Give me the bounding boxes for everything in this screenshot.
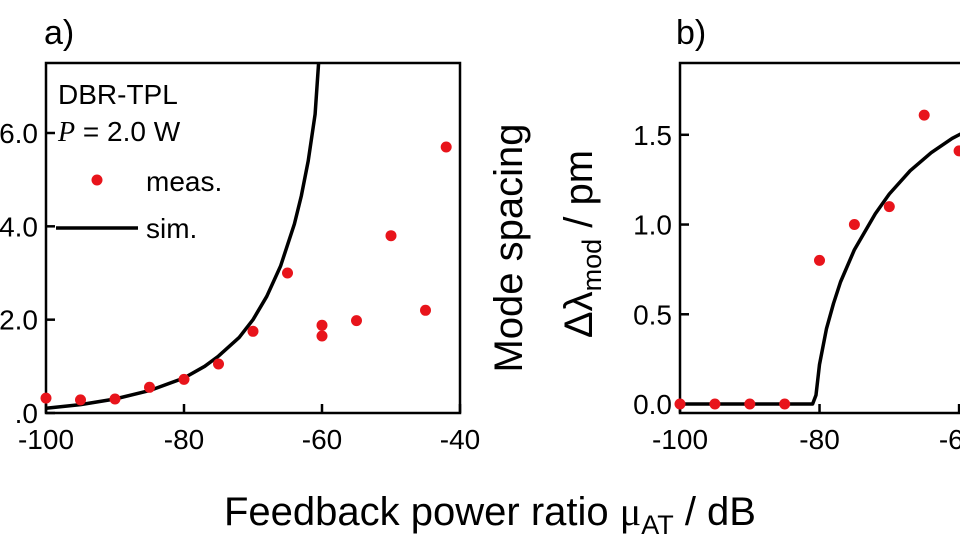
panel-a-x-ticks: -100 -80 -60 -40 (18, 404, 480, 455)
y-tick-label: 4.0 (0, 211, 38, 242)
panel-a-sim-series (46, 63, 321, 411)
at-subscript: AT (641, 510, 674, 540)
y-tick-label: 1.0 (633, 210, 672, 241)
panel-b-y-ticks: 0.0 0.5 1.0 1.5 (633, 120, 689, 420)
x-tick-label: -40 (440, 424, 480, 455)
meas-point (109, 393, 121, 405)
panel-a-label: a) (44, 14, 74, 52)
y-tick-label: 2.0 (0, 305, 38, 336)
meas-point (440, 141, 452, 153)
sim-curve (680, 132, 960, 406)
panel-b-meas-series (674, 109, 960, 410)
meas-point (316, 319, 328, 331)
panel-a-y-ticks: .0 2.0 4.0 6.0 (0, 118, 55, 429)
meas-point (316, 330, 328, 342)
y-tick-label: 0.5 (633, 299, 672, 330)
meas-point (247, 325, 259, 337)
meas-point (385, 230, 397, 242)
shared-x-axis-title: Feedback power ratio μAT / dB (224, 489, 756, 540)
y-tick-label: 0.0 (633, 389, 672, 420)
panel-b-plot-frame (678, 61, 960, 415)
meas-point (144, 381, 155, 393)
legend-power-symbol: P (57, 117, 75, 148)
meas-point (40, 392, 52, 404)
meas-point (420, 304, 431, 316)
meas-point (674, 398, 686, 410)
x-tick-label: -60 (939, 424, 960, 455)
meas-point (709, 398, 721, 410)
panel-b: b) -100 -80 -60 0.0 0.5 1.0 1.5 (633, 14, 960, 455)
sim-curve (46, 63, 321, 411)
legend-meas-marker (91, 174, 103, 186)
delta-lambda-symbol: Δλ (557, 291, 601, 338)
panel-b-label: b) (676, 14, 706, 52)
y-tick-label: .0 (15, 398, 38, 429)
meas-point (351, 315, 362, 327)
x-tick-label: -60 (302, 424, 342, 455)
meas-point (814, 254, 825, 266)
panel-b-sim-series (680, 132, 960, 406)
meas-point (75, 394, 86, 406)
panel-a-meas-series (40, 141, 452, 406)
x-tick-label: -80 (799, 424, 839, 455)
x-tick-label: -100 (18, 424, 74, 455)
pm-unit: / pm (557, 150, 601, 239)
meas-point (744, 398, 756, 410)
meas-point (282, 267, 293, 279)
y-tick-label: 6.0 (0, 118, 38, 149)
panel-b-y-axis-title-main: Mode spacing (487, 123, 531, 372)
meas-point (848, 219, 860, 230)
panel-b-y-axis-title-symbol: Δλmod / pm (557, 150, 607, 338)
panel-a-plot-frame (44, 61, 462, 415)
x-axis-title-text: Feedback power ratio (224, 490, 620, 534)
x-tick-label: -80 (164, 424, 204, 455)
meas-point (953, 145, 960, 157)
mu-symbol: μ (620, 489, 641, 534)
mod-subscript: mod (577, 239, 607, 292)
meas-point (779, 398, 791, 410)
legend-sim-label: sim. (146, 213, 197, 244)
legend-power-value: = 2.0 W (75, 116, 181, 147)
meas-point (213, 358, 224, 370)
meas-point (883, 201, 895, 213)
panel-a-legend: DBR-TPL P = 2.0 W meas. sim. (56, 79, 222, 244)
y-tick-label: 1.5 (633, 120, 672, 151)
meas-point (178, 373, 190, 385)
db-unit: / dB (674, 490, 756, 534)
panel-b-x-ticks: -100 -80 -60 (652, 404, 960, 455)
legend-title-line2: P = 2.0 W (57, 116, 181, 148)
x-tick-label: -100 (652, 424, 708, 455)
legend-title-line1: DBR-TPL (58, 79, 178, 110)
panel-a: a) -100 -80 -60 -40 .0 2.0 4.0 6.0 DBR-TPL P =… (0, 14, 480, 455)
legend-meas-label: meas. (146, 166, 222, 197)
meas-point (918, 109, 930, 121)
